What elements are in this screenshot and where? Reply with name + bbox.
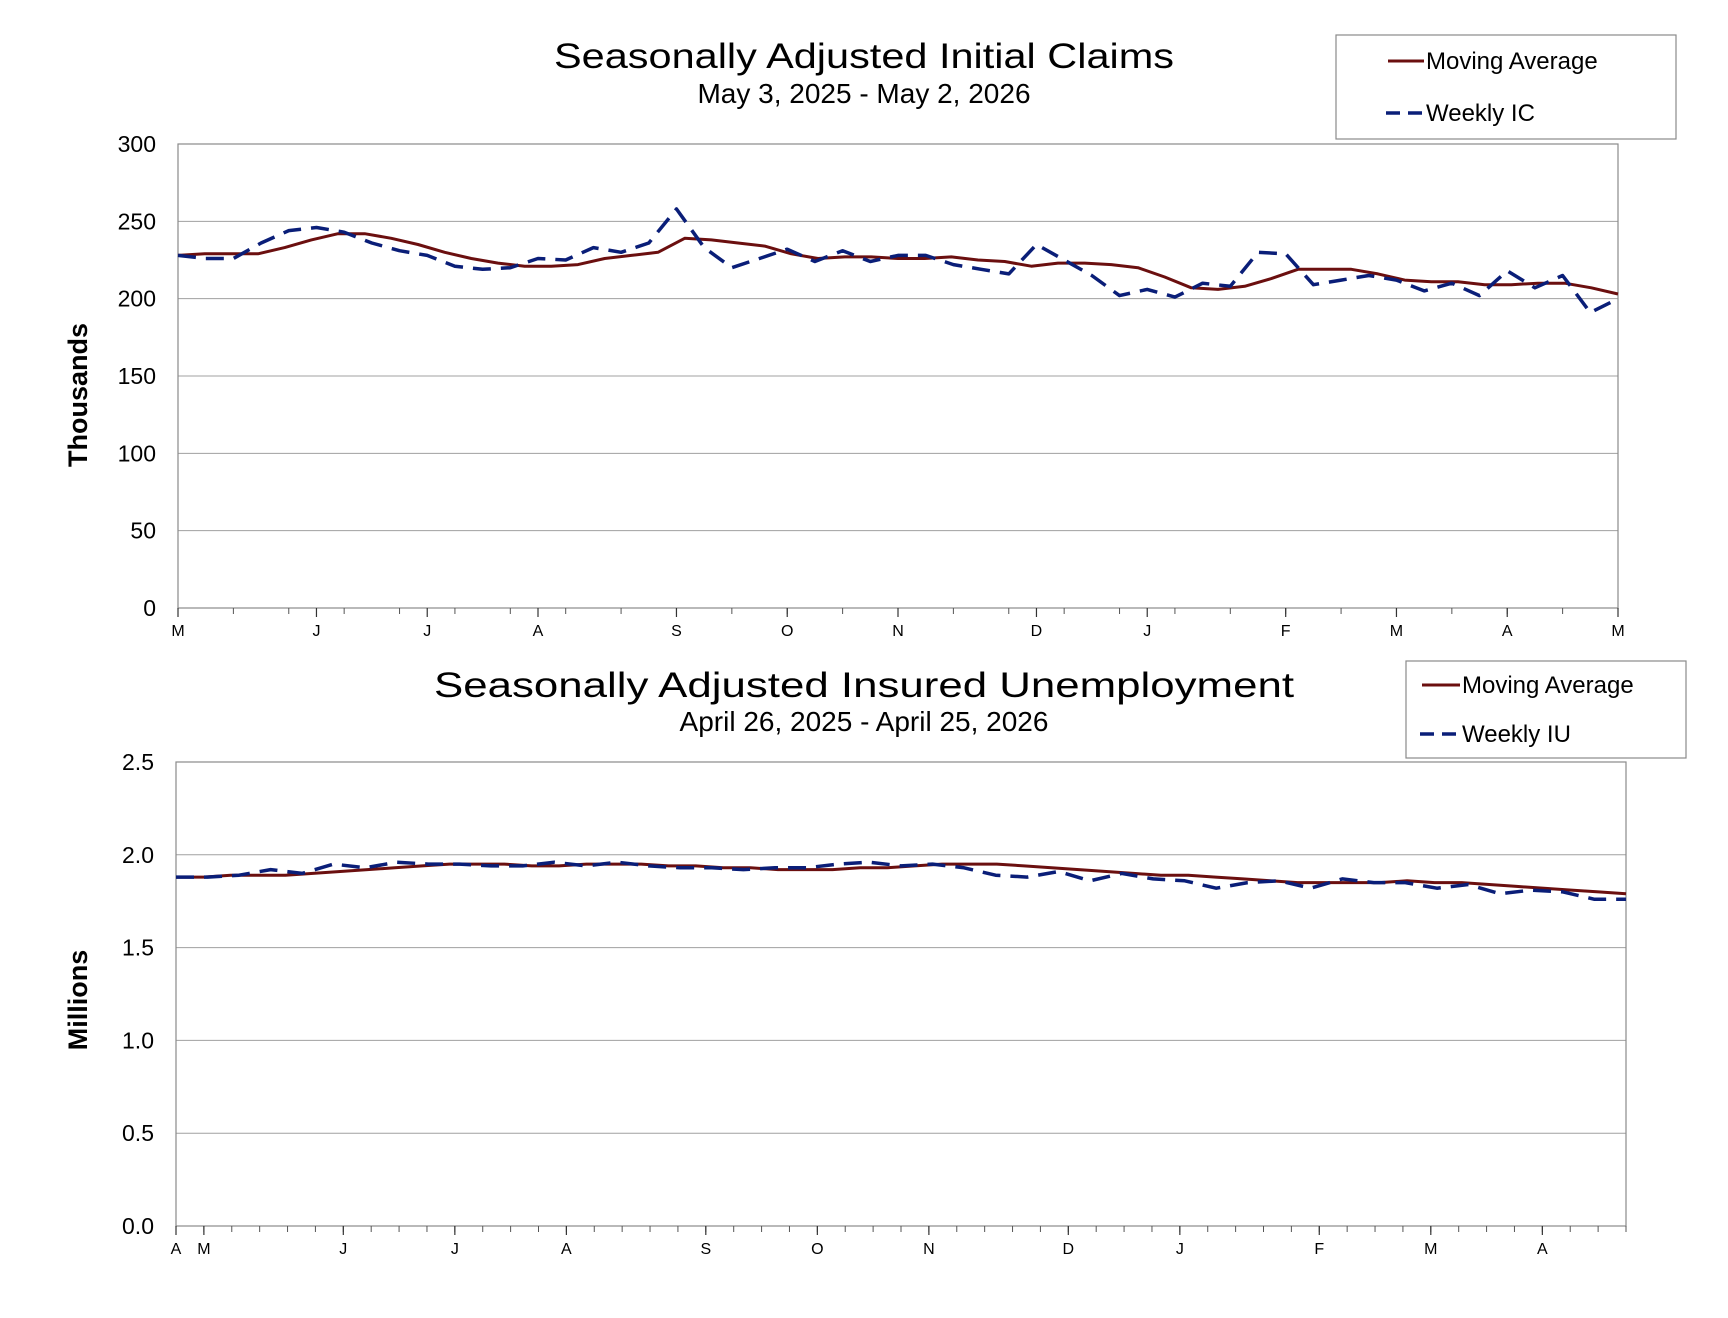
initial-claims-y-tick-label: 200 bbox=[118, 286, 156, 312]
initial-claims-x-tick-label: D bbox=[1031, 623, 1043, 640]
insured-unemployment-gridlines bbox=[176, 761, 1626, 1134]
initial-claims-legend-moving-average-label: Moving Average bbox=[1426, 48, 1598, 75]
initial-claims-x-tick-label: M bbox=[1390, 623, 1403, 640]
insured-unemployment-y-tick-label: 1.0 bbox=[122, 1027, 154, 1053]
initial-claims-legend-weekly-ic-label: Weekly IC bbox=[1426, 100, 1535, 127]
initial-claims-legend-box bbox=[1335, 34, 1677, 140]
initial-claims-y-tick-label: 100 bbox=[118, 440, 156, 466]
initial-claims-y-tick-label: 150 bbox=[118, 363, 156, 389]
initial-claims-x-tick-label: A bbox=[533, 623, 544, 640]
initial-claims-title: Seasonally Adjusted Initial Claims bbox=[554, 37, 1174, 76]
initial-claims-y-axis: 0 50 100 150 200 250 300 bbox=[118, 131, 156, 621]
initial-claims-gridlines bbox=[178, 143, 1618, 532]
insured-unemployment-weekly-iu-line bbox=[176, 860, 1626, 902]
insured-unemployment-x-tick-label: A bbox=[561, 1241, 572, 1258]
insured-unemployment-legend-moving-average-label: Moving Average bbox=[1462, 672, 1634, 699]
insured-unemployment-x-tick-label: M bbox=[197, 1241, 210, 1258]
insured-unemployment-x-tick-label: J bbox=[451, 1241, 459, 1258]
insured-unemployment-chart: Seasonally Adjusted Insured Unemployment… bbox=[63, 660, 1687, 1258]
initial-claims-y-tick-label: 300 bbox=[118, 131, 156, 157]
insured-unemployment-x-tick-label: A bbox=[171, 1241, 182, 1258]
initial-claims-weekly-ic-line bbox=[177, 207, 1619, 315]
initial-claims-y-tick-label: 250 bbox=[118, 208, 156, 234]
insured-unemployment-y-tick-label: 0.0 bbox=[122, 1213, 154, 1239]
initial-claims-x-tick-label: S bbox=[671, 623, 682, 640]
insured-unemployment-legend: Moving Average Weekly IU bbox=[1405, 660, 1687, 759]
insured-unemployment-x-tick-label: N bbox=[923, 1241, 935, 1258]
insured-unemployment-y-axis-label: Millions bbox=[63, 950, 93, 1051]
initial-claims-x-tick-label: M bbox=[171, 623, 184, 640]
initial-claims-y-tick-label: 50 bbox=[130, 518, 156, 544]
insured-unemployment-y-tick-label: 2.0 bbox=[122, 842, 154, 868]
insured-unemployment-x-tick-label: S bbox=[700, 1241, 711, 1258]
insured-unemployment-subtitle: April 26, 2025 - April 25, 2026 bbox=[680, 706, 1049, 737]
initial-claims-moving-average-line bbox=[177, 232, 1619, 296]
insured-unemployment-x-tick-label: J bbox=[1176, 1241, 1184, 1258]
initial-claims-legend: Moving Average Weekly IC bbox=[1335, 34, 1677, 140]
insured-unemployment-legend-box bbox=[1405, 660, 1687, 759]
initial-claims-x-tick-label: M bbox=[1611, 623, 1624, 640]
insured-unemployment-legend-weekly-iu-label: Weekly IU bbox=[1462, 721, 1571, 748]
initial-claims-chart: Seasonally Adjusted Initial Claims May 3… bbox=[63, 34, 1677, 640]
insured-unemployment-y-tick-label: 2.5 bbox=[122, 749, 154, 775]
initial-claims-x-tick-label: A bbox=[1502, 623, 1513, 640]
insured-unemployment-title: Seasonally Adjusted Insured Unemployment bbox=[434, 666, 1294, 705]
insured-unemployment-x-tick-label: J bbox=[339, 1241, 347, 1258]
initial-claims-x-tick-label: J bbox=[1143, 623, 1151, 640]
initial-claims-x-tick-label: O bbox=[781, 623, 793, 640]
initial-claims-x-tick-label: J bbox=[423, 623, 431, 640]
insured-unemployment-plot-area bbox=[175, 761, 1627, 1227]
insured-unemployment-x-tick-label: F bbox=[1314, 1241, 1324, 1258]
insured-unemployment-x-tick-label: A bbox=[1537, 1241, 1548, 1258]
initial-claims-x-tick-label: F bbox=[1281, 623, 1291, 640]
insured-unemployment-y-tick-label: 1.5 bbox=[122, 935, 154, 961]
insured-unemployment-x-tick-label: M bbox=[1424, 1241, 1437, 1258]
insured-unemployment-moving-average-line bbox=[176, 862, 1627, 896]
insured-unemployment-y-tick-label: 0.5 bbox=[122, 1120, 154, 1146]
initial-claims-subtitle: May 3, 2025 - May 2, 2026 bbox=[697, 78, 1030, 109]
insured-unemployment-x-tick-label: O bbox=[811, 1241, 823, 1258]
insured-unemployment-x-tick-label: D bbox=[1063, 1241, 1075, 1258]
initial-claims-y-tick-label: 0 bbox=[143, 595, 156, 621]
insured-unemployment-y-axis: 0.0 0.5 1.0 1.5 2.0 2.5 bbox=[122, 749, 154, 1239]
initial-claims-y-axis-label: Thousands bbox=[63, 323, 93, 467]
initial-claims-x-tick-label: J bbox=[312, 623, 320, 640]
initial-claims-x-tick-label: N bbox=[892, 623, 904, 640]
